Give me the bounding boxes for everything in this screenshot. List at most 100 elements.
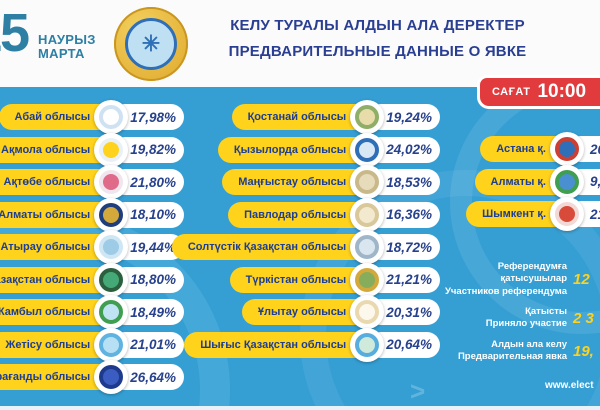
region-row: Маңғыстау облысы 18,53%	[193, 165, 440, 199]
stat-value: 12	[573, 271, 590, 289]
region-emblem-icon	[94, 165, 129, 199]
region-name: Батыс Қазақстан облысы	[0, 273, 91, 286]
summary-stat-took-part: Қатысты Приняло участие 2 3	[440, 306, 600, 331]
region-emblem-icon	[94, 262, 129, 297]
header: 15 НАУРЫЗ МАРТА ✳ КЕЛУ ТУРАЛЫ АЛДЫН АЛА …	[0, 0, 600, 87]
region-emblem-icon	[350, 100, 385, 134]
region-row: Қостанай облысы 19,24%	[193, 100, 440, 134]
region-name-pill: Қызылорда облысы	[217, 136, 371, 163]
region-emblem-icon	[94, 360, 129, 394]
region-name-pill: Маңғыстау облысы	[222, 169, 371, 195]
region-name-pill: Қарағанды облысы	[0, 364, 115, 390]
region-emblem-icon	[350, 327, 385, 362]
region-emblem-icon	[94, 132, 129, 167]
region-name: Жамбыл облысы	[0, 306, 91, 318]
region-row: Абай облысы 17,98%	[0, 100, 184, 134]
stat-label-ru: Приняло участие	[485, 318, 567, 330]
region-name: Алматы облысы	[0, 208, 91, 221]
region-row: Алматы облысы 18,10%	[0, 197, 184, 232]
region-name-pill: Павлодар облысы	[228, 201, 371, 228]
region-name-pill: Қостанай облысы	[231, 104, 371, 130]
date-month-kk: НАУРЫЗ	[38, 32, 96, 47]
stat-label-kk: Алдын ала келу	[491, 338, 567, 350]
bottom-strip	[0, 406, 600, 410]
city-name: Шымкент қ.	[482, 208, 546, 220]
cec-seal-ornament-icon: ✳	[125, 18, 177, 70]
region-emblem-icon	[350, 197, 385, 232]
city-emblem-icon	[550, 164, 584, 199]
region-name: Түркістан облысы	[245, 273, 347, 286]
stat-value: 2 3	[573, 309, 594, 327]
region-column-left: Абай облысы 17,98% Ақмола облысы 19,82% …	[0, 100, 184, 394]
website-url: www.elect	[545, 380, 594, 391]
region-row: Ақтөбе облысы 21,80%	[0, 165, 184, 199]
time-badge-value: 10:00	[537, 81, 587, 102]
date-month: НАУРЫЗ МАРТА	[38, 33, 96, 60]
region-row: Түркістан облысы 21,21%	[193, 262, 440, 297]
region-emblem-icon	[350, 230, 385, 264]
region-name: Қарағанды облысы	[0, 371, 91, 383]
region-row: Қызылорда облысы 24,02%	[193, 132, 440, 167]
region-row: Жамбыл облысы 18,49%	[0, 295, 184, 329]
title-line-kk: КЕЛУ ТУРАЛЫ АЛДЫН АЛА ДЕРЕКТЕР	[230, 17, 525, 34]
city-row: Алматы қ. 9,	[463, 164, 600, 199]
stat-label-kk: Референдумға қатысушылар	[497, 261, 567, 285]
page-title: КЕЛУ ТУРАЛЫ АЛДЫН АЛА ДЕРЕКТЕР ПРЕДВАРИТ…	[205, 13, 550, 64]
region-name-pill: Шығыс Қазақстан облысы	[184, 331, 371, 358]
stat-label-ru: Участников референдума	[444, 285, 567, 297]
stat-label-ru: Предварительная явка	[457, 351, 567, 363]
region-emblem-icon	[350, 165, 385, 199]
region-name-pill: Ұлытау облысы	[241, 299, 371, 325]
region-name: Ақмола облысы	[1, 143, 91, 156]
cec-seal-logo: ✳	[114, 7, 188, 81]
region-emblem-icon	[94, 295, 129, 329]
region-name: Абай облысы	[14, 111, 91, 123]
region-column-middle: Қостанай облысы 19,24% Қызылорда облысы …	[171, 100, 440, 362]
region-row: Ұлытау облысы 20,31%	[193, 295, 440, 329]
time-badge: САҒАТ 10:00	[477, 75, 600, 109]
region-name: Жетісу облысы	[5, 338, 91, 351]
region-row: Атырау облысы 19,44%	[0, 230, 184, 264]
region-row: Павлодар облысы 16,36%	[193, 197, 440, 232]
region-emblem-icon	[350, 295, 385, 329]
region-name: Қызылорда облысы	[233, 143, 347, 156]
city-emblem-icon	[550, 132, 584, 166]
city-column-right: Астана қ. 20 Алматы қ. 9, Шымкент қ. 21	[463, 132, 600, 231]
region-name: Ақтөбе облысы	[3, 176, 91, 188]
time-badge-label: САҒАТ	[492, 86, 531, 98]
city-row: Астана қ. 20	[463, 132, 600, 166]
region-row: Батыс Қазақстан облысы 18,80%	[0, 262, 184, 297]
region-row: Жетісу облысы 21,01%	[0, 327, 184, 362]
region-name: Атырау облысы	[0, 241, 91, 253]
city-emblem-icon	[550, 197, 584, 231]
stat-label-kk: Қатысты	[525, 306, 567, 318]
region-name: Маңғыстау облысы	[238, 176, 347, 188]
city-name: Астана қ.	[496, 143, 546, 155]
region-name: Шығыс Қазақстан облысы	[200, 338, 347, 351]
stat-value: 19,	[573, 342, 594, 360]
decorative-chevron: >	[410, 376, 426, 406]
region-name: Солтүстік Қазақстан облысы	[187, 241, 347, 253]
region-emblem-icon	[94, 197, 129, 232]
summary-stat-participants: Референдумға қатысушылар Участников рефе…	[440, 261, 600, 298]
region-row: Солтүстік Қазақстан облысы 18,72%	[171, 230, 440, 264]
region-name-pill: Түркістан облысы	[229, 266, 371, 293]
region-name: Қостанай облысы	[247, 111, 347, 123]
date-month-ru: МАРТА	[38, 45, 85, 61]
region-emblem-icon	[94, 230, 129, 264]
region-emblem-icon	[94, 100, 129, 134]
region-row: Шығыс Қазақстан облысы 20,64%	[184, 327, 440, 362]
region-emblem-icon	[350, 132, 385, 167]
region-row: Ақмола облысы 19,82%	[0, 132, 184, 167]
city-row: Шымкент қ. 21	[463, 197, 600, 231]
city-name: Алматы қ.	[490, 175, 546, 188]
region-row: Қарағанды облысы 26,64%	[0, 360, 184, 394]
summary-stat-preliminary-turnout: Алдын ала келу Предварительная явка 19,	[440, 339, 600, 364]
region-emblem-icon	[94, 327, 129, 362]
region-name: Ұлытау облысы	[257, 306, 347, 318]
title-line-ru: ПРЕДВАРИТЕЛЬНЫЕ ДАННЫЕ О ЯВКЕ	[228, 42, 527, 60]
date-day: 15	[0, 3, 30, 63]
summary-stats: Референдумға қатысушылар Участников рефе…	[440, 261, 600, 371]
region-name-pill: Солтүстік Қазақстан облысы	[171, 234, 371, 260]
